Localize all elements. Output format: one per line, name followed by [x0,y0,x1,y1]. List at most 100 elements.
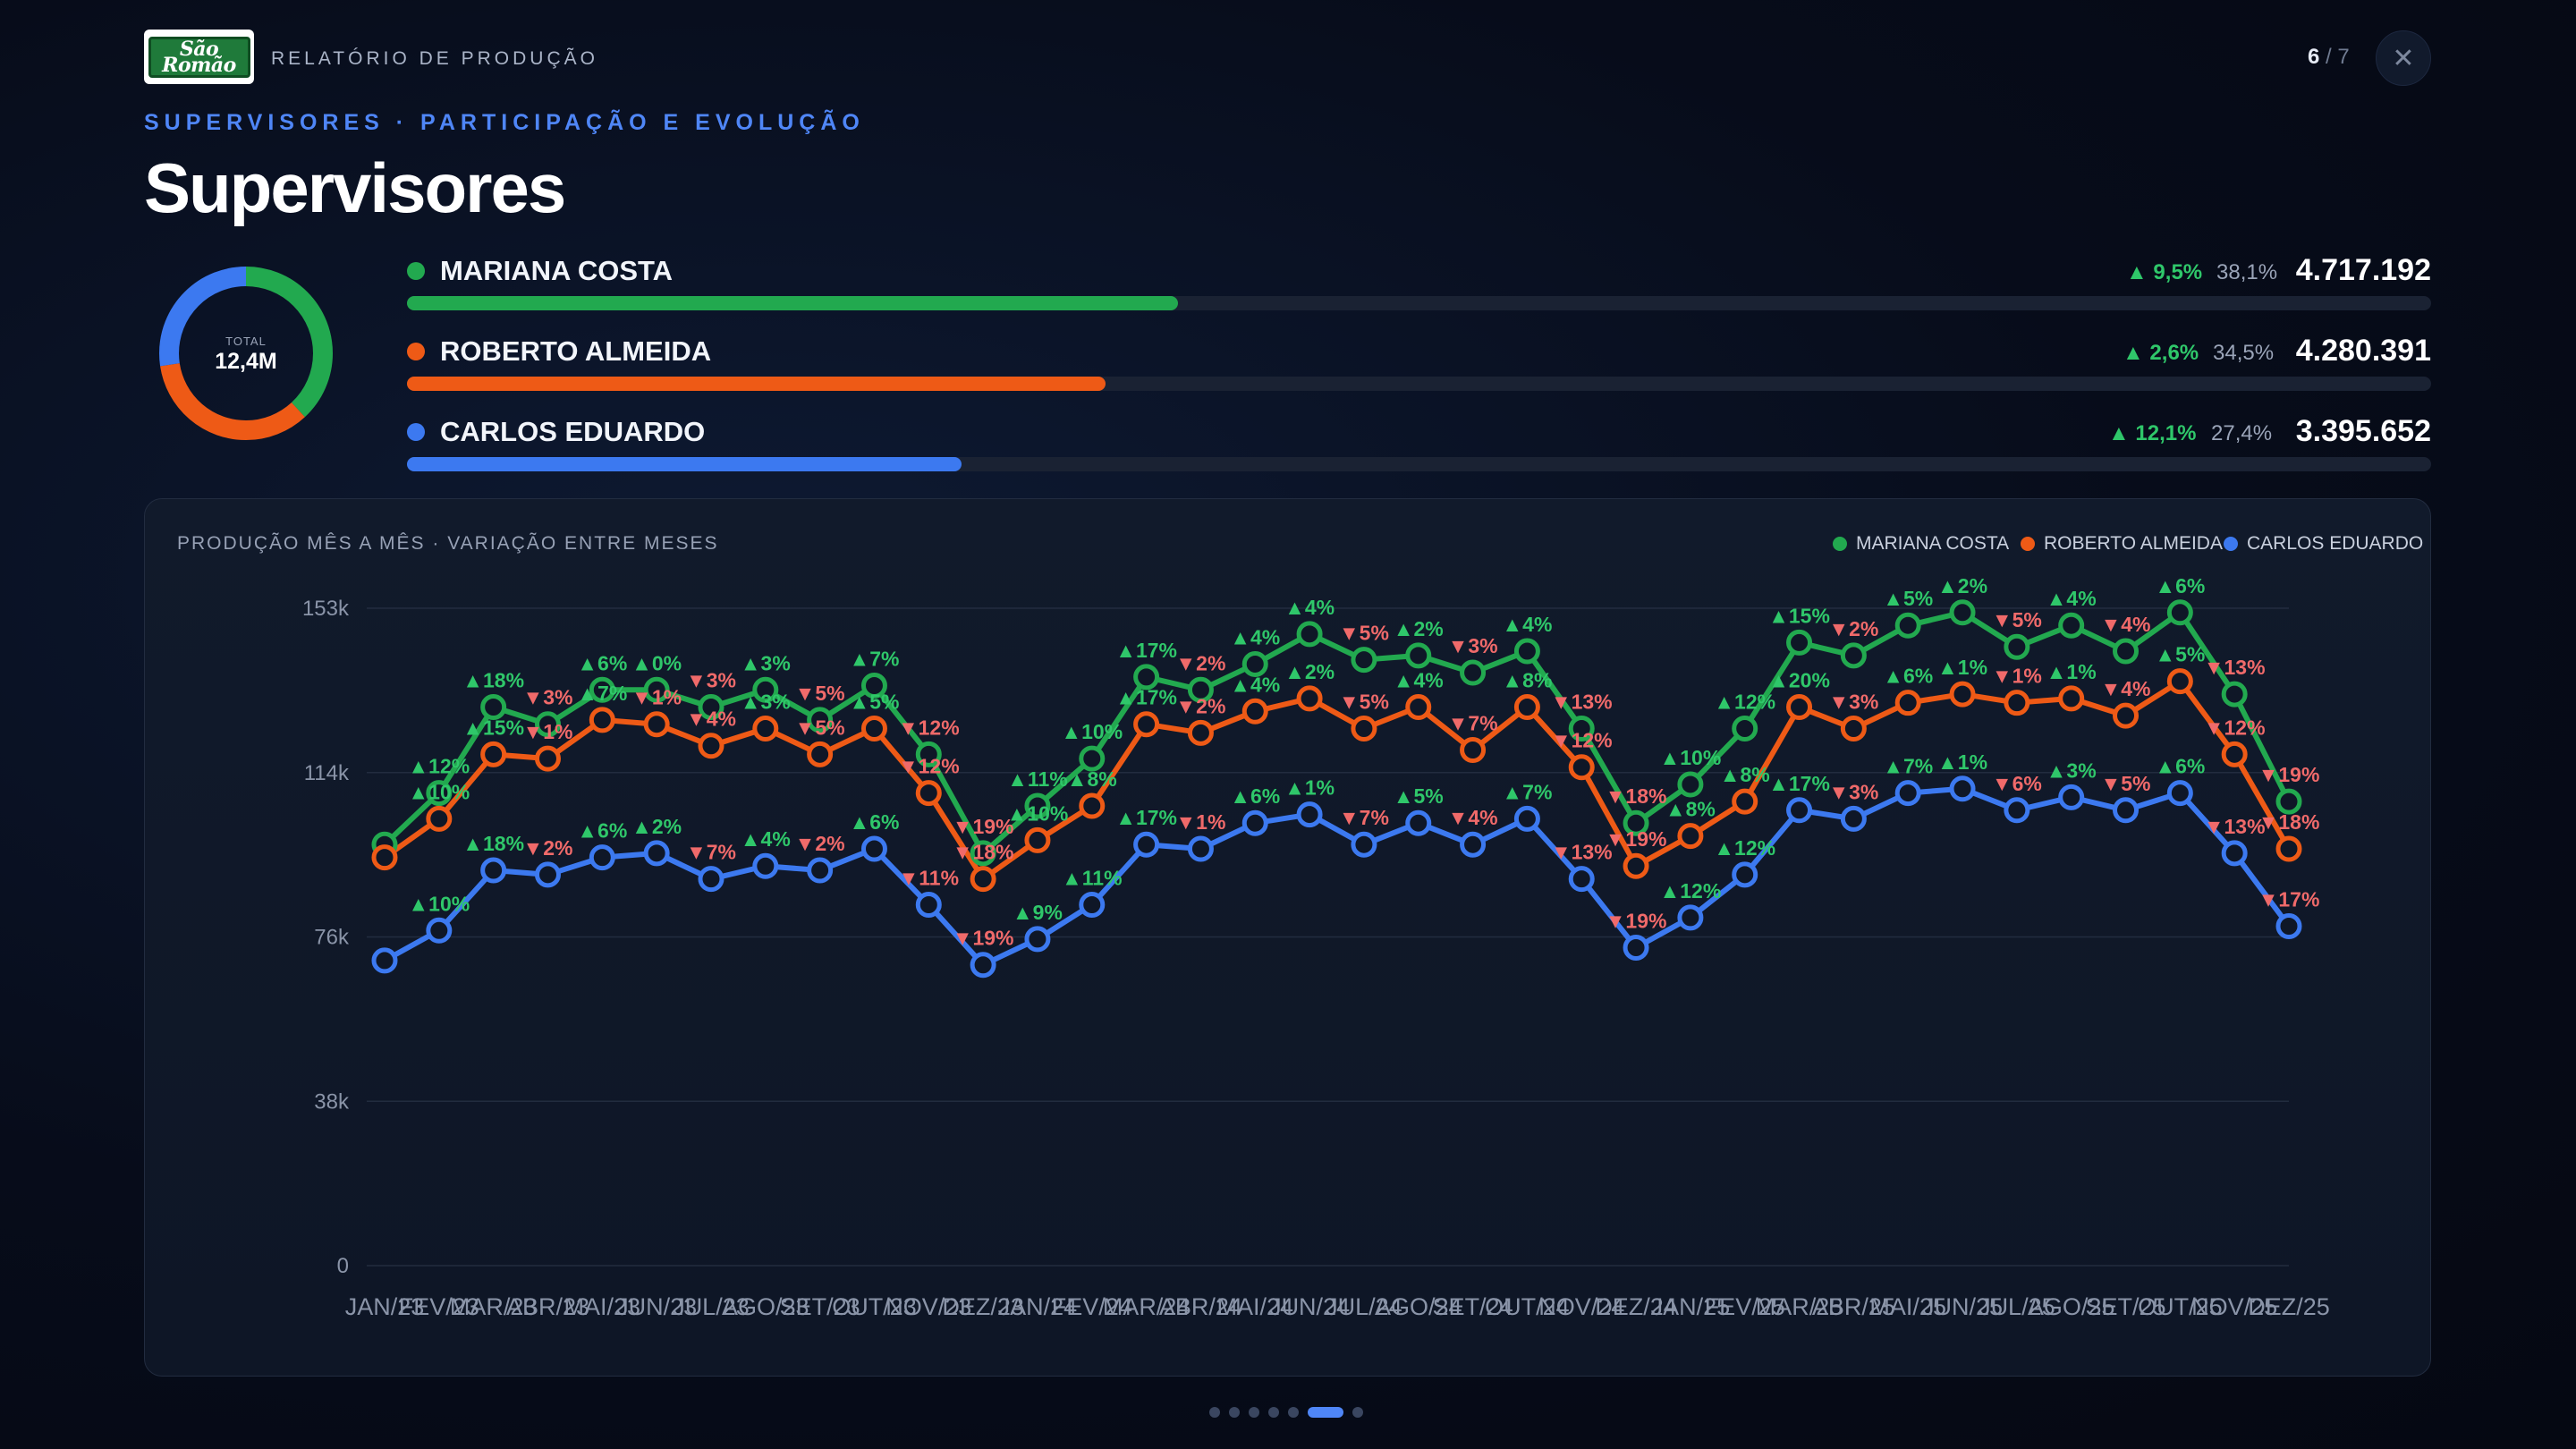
report-label: RELATÓRIO DE PRODUÇÃO [271,48,598,69]
variation-label: ▼1% [522,720,572,743]
variation-label: ▲6% [1883,665,1933,688]
data-point [807,707,834,733]
data-point [698,693,724,720]
variation-label: ▲20% [1768,668,1830,691]
y-tick-label: 38k [314,1089,350,1114]
data-point [1894,690,1921,716]
data-point [2058,612,2085,639]
donut-segment [159,267,333,440]
data-point [860,716,887,742]
variation-label: ▼2% [1828,617,1878,640]
data-point [1894,612,1921,639]
variation-label: ▼1% [631,686,682,709]
supervisor-bar-fill [407,377,1106,391]
data-point [2113,638,2140,665]
data-point [970,866,996,893]
total-donut-chart: TOTAL 12,4M [159,267,333,440]
x-tick-label: JUL/24 [1326,1293,1402,1320]
data-point [698,866,724,893]
variation-label: ▼1% [1175,810,1225,834]
data-point [2275,788,2302,815]
legend-dot [1833,537,1847,551]
x-tick-label: NOV/25 [2191,1293,2277,1320]
data-point [1949,599,1976,626]
variation-label: ▼2% [1175,651,1225,674]
data-point [1187,835,1214,862]
x-tick-label: AGO/24 [1375,1293,1462,1320]
variation-label: ▼19% [1606,910,1667,933]
y-tick-label: 114k [304,761,350,785]
pagination-dot[interactable] [1268,1407,1279,1418]
supervisor-total: 3.395.652 [2295,414,2431,448]
data-point [589,676,615,703]
variation-label: ▲6% [577,651,627,674]
x-tick-label: JUN/24 [1269,1293,1350,1320]
data-point [1024,826,1051,853]
page-total: / 7 [2326,45,2350,69]
variation-label: ▲12% [408,755,470,778]
variation-label: ▼2% [795,832,845,855]
data-point [1024,792,1051,819]
variation-label: ▲18% [462,668,524,691]
data-point [1732,716,1758,742]
legend-item: MARIANA COSTA [1833,533,2009,555]
supervisor-row: MARIANA COSTA ▲ 9,5% 38,1% 4.717.192 [407,253,2431,325]
variation-label: ▲5% [849,691,899,714]
data-point [1187,719,1214,746]
variation-label: ▲6% [1230,784,1280,808]
x-tick-label: MAI/23 [564,1293,641,1320]
variation-label: ▲15% [462,716,524,739]
data-point [1623,935,1649,962]
variation-label: ▼3% [1448,634,1498,657]
logo-text: São Romão [148,36,250,78]
supervisor-share: 27,4% [2211,421,2273,445]
data-point [860,835,887,862]
variation-label: ▼3% [686,668,736,691]
data-point [643,840,670,867]
variation-label: ▲2% [631,815,682,838]
data-point [1241,809,1268,836]
pagination-dot[interactable] [1249,1407,1259,1418]
close-button[interactable]: ✕ [2376,30,2431,86]
data-point [1677,904,1704,931]
pagination-dot[interactable] [1352,1407,1363,1418]
variation-label: ▲8% [1502,668,1552,691]
variation-label: ▲6% [577,819,627,843]
variation-label: ▲15% [1768,604,1830,627]
data-point [1351,716,1377,742]
data-point [426,917,453,944]
pagination-dot[interactable] [1229,1407,1240,1418]
variation-label: ▲10% [408,892,470,915]
variation-label: ▲18% [462,832,524,855]
variation-label: ▲6% [849,810,899,834]
supervisor-name: ROBERTO ALMEIDA [440,335,712,367]
supervisor-color-dot [407,262,425,280]
legend-label: ROBERTO ALMEIDA [2044,533,2223,554]
x-tick-label: MAR/23 [450,1293,538,1320]
pagination-dot[interactable] [1209,1407,1220,1418]
company-logo: São Romão [144,30,254,84]
data-point [2166,599,2193,626]
pagination-dot[interactable] [1288,1407,1299,1418]
supervisor-row: ROBERTO ALMEIDA ▲ 2,6% 34,5% 4.280.391 [407,334,2431,405]
supervisor-color-dot [407,423,425,441]
x-tick-label: SET/24 [1433,1293,1513,1320]
variation-label: ▼4% [2101,613,2151,636]
x-tick-label: MAR/24 [1103,1293,1191,1320]
data-point [1296,685,1323,712]
variation-label: ▼7% [1448,712,1498,735]
data-point [589,707,615,733]
data-point [480,693,507,720]
x-tick-label: MAI/25 [1869,1293,1946,1320]
x-tick-label: SET/23 [780,1293,860,1320]
pagination-dots [1209,1406,1372,1419]
pagination-dot[interactable] [1308,1407,1343,1418]
variation-label: ▲11% [1007,767,1068,791]
data-point [1024,926,1051,953]
data-point [1568,754,1595,781]
data-point [371,844,398,871]
variation-label: ▲10% [1061,720,1123,743]
data-point [426,805,453,832]
data-point [860,672,887,699]
variation-label: ▼19% [953,927,1014,950]
